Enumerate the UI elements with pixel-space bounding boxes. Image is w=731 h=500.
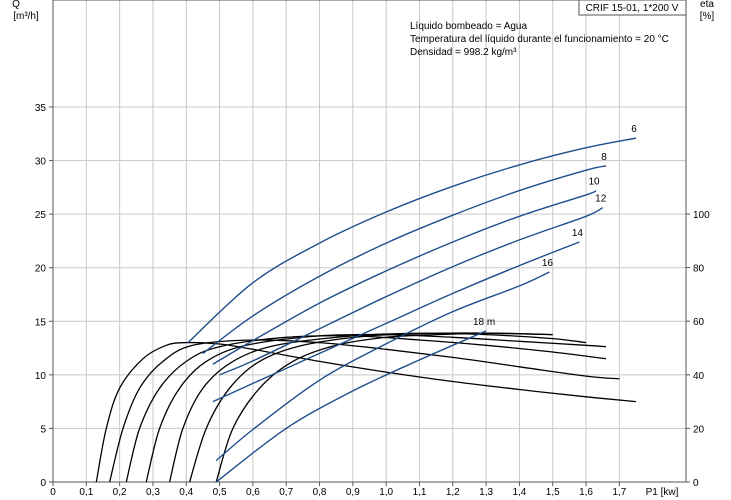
grid — [52, 0, 686, 483]
x-tick-label: 1,5 — [546, 487, 560, 498]
flow-curve — [212, 189, 597, 365]
title-box-text: CRIF 15-01, 1*200 V — [586, 3, 679, 14]
flow-curve-label: 12 — [595, 194, 607, 205]
y-right-tick-label: 80 — [693, 264, 705, 275]
info-line-density: Densidad = 998.2 kg/m³ — [410, 47, 517, 58]
flow-curve-label: 10 — [588, 177, 600, 188]
x-tick-label: 0,2 — [113, 487, 127, 498]
efficiency-curve — [145, 333, 607, 483]
y-left-tick-label: 15 — [35, 317, 47, 328]
flow-curve-label: 6 — [631, 124, 637, 135]
flow-curve — [219, 207, 604, 376]
efficiency-curve — [125, 335, 607, 483]
x-tick-label: 1,7 — [612, 487, 626, 498]
efficiency-curve — [215, 332, 553, 483]
flow-curve — [212, 241, 580, 403]
flow-curve-label: 8 — [601, 152, 607, 163]
y-right-tick-label: 20 — [693, 424, 705, 435]
x-tick-label: 0,7 — [279, 487, 293, 498]
y-left-tick-label: 30 — [35, 157, 47, 168]
efficiency-curve — [168, 332, 587, 483]
y-left-tick-label: 10 — [35, 371, 47, 382]
x-tick-label: 0,4 — [179, 487, 193, 498]
y-left-tick-label: 5 — [40, 424, 46, 435]
y-left-tick-label: 0 — [40, 478, 46, 489]
x-tick-label: 1,4 — [512, 487, 526, 498]
y-left-tick-label: 35 — [35, 103, 47, 114]
flow-curve — [187, 137, 637, 344]
y-right-tick-label: 40 — [693, 371, 705, 382]
efficiency-curves — [95, 332, 637, 483]
curve-labels: 6 8 10 12 14 16 18 m — [473, 124, 637, 328]
x-tick-label: 1,0 — [379, 487, 393, 498]
flow-curve — [215, 271, 550, 462]
title-box — [578, 0, 687, 16]
y-right-tick-label: 0 — [693, 478, 699, 489]
flow-curve — [215, 330, 487, 483]
plot-frame — [52, 0, 687, 483]
y-left-tick-label: 25 — [35, 210, 47, 221]
y-right-tick-label: 60 — [693, 317, 705, 328]
x-tick-label: 0 — [50, 487, 56, 498]
x-axis-title: P1 [kw] — [646, 487, 679, 498]
x-tick-label: 1,1 — [413, 487, 427, 498]
flow-curve-label: 16 — [542, 258, 554, 269]
y-right-title-line2: [%] — [700, 11, 715, 22]
x-tick-label: 0,6 — [246, 487, 260, 498]
info-line-temperature: Temperatura del líquido durante el funci… — [410, 34, 669, 45]
x-tick-label: 0,5 — [213, 487, 227, 498]
flow-curve-label: 18 m — [473, 317, 495, 328]
flow-curve — [202, 165, 607, 354]
y-left-title-line1: Q — [12, 0, 20, 10]
x-tick-label: 1,3 — [479, 487, 493, 498]
efficiency-curve — [95, 341, 637, 483]
flow-curves — [187, 137, 637, 483]
x-tick-label: 1,2 — [446, 487, 460, 498]
y-left-title-line2: [m³/h] — [13, 11, 39, 22]
x-tick-label: 0,3 — [146, 487, 160, 498]
y-right-title-line1: eta — [700, 0, 714, 10]
y-right-tick-label: 100 — [693, 210, 710, 221]
x-tick-label: 0,1 — [79, 487, 93, 498]
info-line-fluid: Líquido bombeado = Agua — [410, 21, 527, 32]
x-tick-label: 0,8 — [313, 487, 327, 498]
x-tick-label: 1,6 — [579, 487, 593, 498]
y-left-tick-label: 20 — [35, 264, 47, 275]
flow-curve-label: 14 — [572, 228, 584, 239]
x-tick-label: 0,9 — [346, 487, 360, 498]
tick-labels: 0 0,1 0,2 0,3 0,4 0,5 0,6 0,7 0,8 0,9 1,0 1,1 1,2 1,3… — [35, 103, 710, 498]
